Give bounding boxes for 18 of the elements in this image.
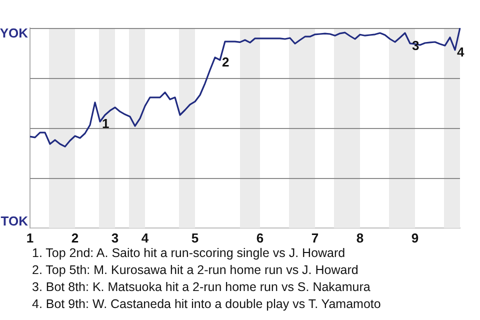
x-tick-label: 4: [141, 230, 150, 246]
text: TOK: [0, 214, 29, 229]
x-tick-label: 1: [26, 230, 34, 246]
x-tick-label: 8: [356, 230, 364, 246]
text: 2. Top 5th: M. Kurosawa hit a 2-run home run vs J. Howard: [32, 262, 360, 279]
x-tick-label: 7: [311, 230, 319, 246]
annotation: 4: [457, 44, 465, 60]
x-tick-label: 6: [256, 230, 264, 246]
text: 4. Bot 9th: W. Castaneda hit into a double play vs T. Yamamoto: [32, 296, 382, 313]
x-tick-label: 3: [111, 230, 119, 246]
x-tick-label: 5: [191, 230, 199, 246]
x-tick-label: 2: [71, 230, 79, 246]
text: 3. Bot 8th: K. Matsuoka hit a 2-run home run vs S. Nakamura: [32, 279, 372, 296]
x-tick-label: 9: [411, 230, 419, 246]
annotation: 1: [102, 116, 110, 132]
text: 1. Top 2nd: A. Saito hit a run-scoring single vs J. Howard: [32, 245, 346, 262]
annotation: 2: [222, 54, 230, 70]
text: YOK: [0, 26, 29, 41]
